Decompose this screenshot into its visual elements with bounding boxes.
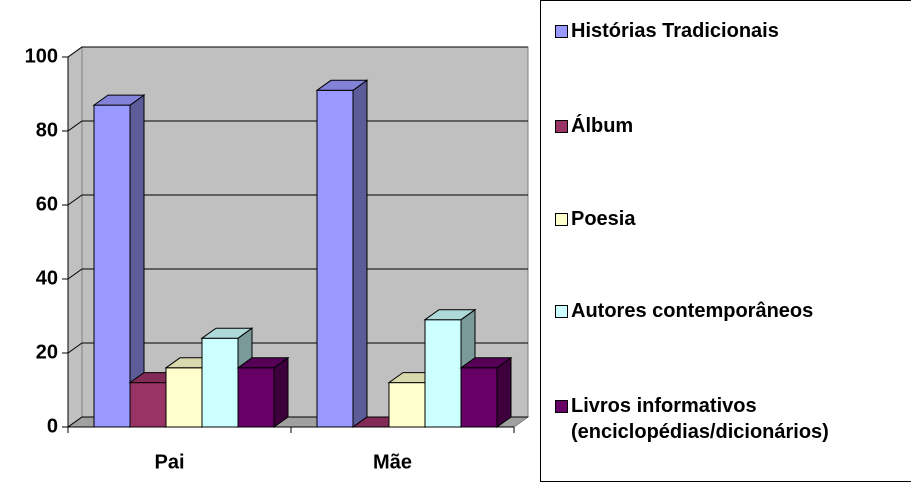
grid-line	[67, 268, 528, 280]
legend-label: Histórias Tradicionais	[571, 20, 779, 42]
legend-label: Autores contemporâneos	[571, 300, 814, 322]
grid-line	[67, 46, 528, 58]
grid-line	[67, 120, 528, 132]
side-wall	[67, 46, 83, 428]
x-tick-label: Pai	[154, 451, 184, 473]
legend-label: Poesia	[571, 208, 636, 230]
y-tick-label: 0	[47, 415, 58, 437]
bar	[315, 79, 369, 428]
bar-side	[352, 79, 368, 428]
legend	[540, 0, 911, 482]
bar-top	[200, 327, 254, 339]
legend-label: Álbum	[571, 115, 634, 137]
bar-front	[388, 382, 426, 428]
bar-front	[165, 367, 203, 428]
y-tick-label: 100	[25, 45, 58, 67]
bar-front	[237, 367, 275, 428]
legend-swatch	[555, 213, 568, 226]
x-tick-label: Mãe	[373, 451, 412, 473]
grid-line	[67, 342, 528, 354]
y-tick-label: 20	[36, 341, 58, 363]
legend-swatch	[555, 120, 568, 133]
bar-side	[273, 356, 289, 428]
bar	[459, 356, 513, 428]
legend-swatch	[555, 305, 568, 318]
bar-top	[315, 79, 369, 91]
bar-side	[496, 356, 512, 428]
bar-front	[201, 337, 239, 428]
bar-top	[92, 94, 146, 106]
legend-swatch	[555, 25, 568, 38]
legend-swatch	[555, 400, 568, 413]
y-tick-label: 80	[36, 119, 58, 141]
bar-front	[460, 367, 498, 428]
bar-top	[423, 309, 477, 321]
legend-label: Livros informativos (enciclopédias/dicio…	[571, 395, 829, 443]
grid-line	[67, 194, 528, 206]
y-tick-label: 40	[36, 267, 58, 289]
bar-front	[129, 382, 167, 428]
bar-front	[316, 89, 354, 428]
bar	[236, 356, 290, 428]
bar-front	[424, 319, 462, 428]
bar	[92, 94, 146, 428]
bar-top	[236, 357, 290, 369]
y-tick-label: 60	[36, 193, 58, 215]
bar-front	[93, 104, 131, 428]
bar-top	[459, 357, 513, 369]
